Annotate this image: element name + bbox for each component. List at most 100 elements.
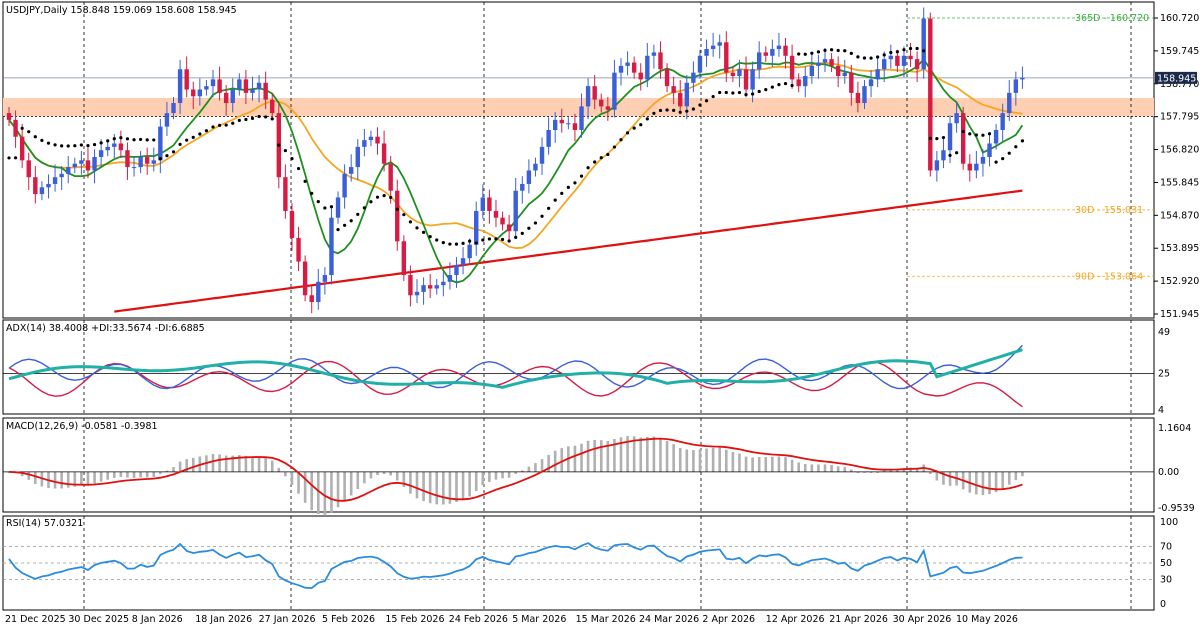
macd-hist-bar [830,464,833,472]
sar-dot [112,137,116,141]
sar-dot [968,132,972,136]
candle-body [579,106,584,130]
sar-dot [876,55,880,59]
macd-hist-bar [185,459,188,472]
candle-body [316,281,321,303]
candle-body [671,86,676,93]
sar-dot [356,212,360,216]
rsi-panel[interactable]: RSI(14) 57.0321 [3,518,1154,590]
macd-hist-bar [218,454,221,472]
sar-dot [724,90,728,95]
candle-body [928,18,933,171]
macd-hist-bar [975,471,978,495]
candle-body [638,72,643,80]
time-label: 30 Apr 2026 [893,614,952,625]
candle-body [539,146,545,164]
macd-hist-bar [942,471,945,485]
sar-dot [435,238,439,242]
adx-line [8,348,1023,389]
macd-hist-bar [599,440,603,472]
price-panel[interactable]: 365D - 160.720 30D - 155.031 90D - 153.064… [3,2,1154,610]
candle-body [85,160,91,171]
price-tick-label: 156.820 [1160,145,1199,156]
candle-body [980,156,986,164]
macd-hist-bar [251,456,254,472]
candle-body [697,55,703,73]
sar-dot [40,138,44,142]
ma-slow-line [114,189,1023,313]
candle-body [599,99,604,107]
sar-dot [770,85,774,89]
sar-dot [915,46,919,51]
macd-hist-bar [678,448,682,472]
sar-dot [395,207,399,211]
candle-body [849,72,854,93]
candle-body [46,183,51,188]
macd-hist-bar [619,437,623,472]
macd-hist-bar [856,471,860,473]
macd-hist-bar [106,471,110,480]
time-label: 30 Dec 2025 [68,614,129,625]
time-label: 2 Apr 2026 [702,614,755,625]
candle-body [421,285,426,292]
sar-dot [86,144,90,148]
macd-hist-bar [415,471,419,499]
macd-hist-bar [626,436,629,472]
time-label: 5 Mar 2026 [512,614,566,625]
candle-body [302,261,308,296]
candle-body [59,173,64,178]
macd-hist-bar [395,471,399,481]
sar-dot [711,94,715,99]
sar-dot [165,154,169,158]
macd-hist-bar [777,456,781,472]
sar-dot [92,142,97,147]
macd-hist-bar [284,471,287,477]
sar-dot [316,199,320,204]
sar-dot [948,153,952,157]
candle-body [230,89,235,104]
macd-hist-bar [20,471,24,477]
candle-body [816,62,821,66]
macd-hist-bar [336,471,340,508]
sar-dot [454,242,459,246]
sar-dot [310,191,314,195]
macd-hist-bar [994,471,998,493]
candle-body [605,106,611,110]
macd-hist-bar [738,453,741,472]
time-label: 21 Apr 2026 [829,614,888,625]
sar-dot [533,221,538,225]
macd-hist-bar [481,471,485,486]
sar-dot [290,157,294,161]
sar-dot [231,121,235,125]
sar-dot [593,160,597,164]
macd-hist-bar [613,439,616,472]
candle-body [335,197,341,218]
candle-body [309,295,314,303]
price-tick-label: 157.795 [1160,112,1199,123]
candle-body [66,167,71,174]
candle-body [691,72,696,83]
sar-dot [632,126,636,130]
sar-dot [514,235,518,239]
sar-dot [237,118,241,122]
sar-dot [336,227,340,232]
candle-body [487,197,492,211]
macd-hist-bar [843,467,847,472]
candle-body [204,86,209,90]
candle-body [763,52,768,56]
macd-hist-bar [665,440,669,472]
sar-dot [527,226,531,230]
candle-body [1020,77,1025,80]
adx-panel[interactable]: ADX(14) 38.4008 +DI:33.5674 -DI:6.6885 [3,323,1154,408]
candle-body [381,143,387,164]
sar-dot [895,50,899,54]
candle-body [960,113,966,164]
candle-body [263,82,268,100]
macd-panel[interactable]: MACD(12,26,9) -0.0581 -0.3981 [3,421,1154,516]
macd-hist-bar [277,467,281,472]
candle-body [460,258,466,265]
sar-dot [856,55,860,59]
sar-dot [415,226,419,230]
sar-dot [672,108,676,112]
sar-dot [178,142,182,146]
